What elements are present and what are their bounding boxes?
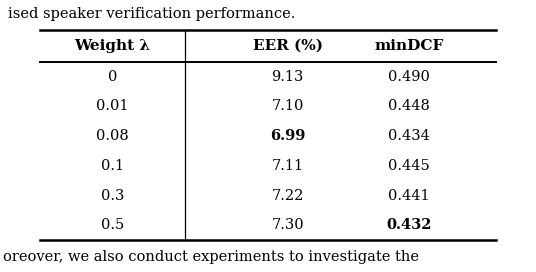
Text: 6.99: 6.99 [270, 129, 306, 143]
Text: 0: 0 [108, 70, 117, 84]
Text: 7.10: 7.10 [271, 100, 304, 113]
Text: 0.432: 0.432 [386, 218, 431, 232]
Text: 7.30: 7.30 [271, 218, 304, 232]
Text: 0.490: 0.490 [388, 70, 430, 84]
Text: 9.13: 9.13 [271, 70, 304, 84]
Text: 0.08: 0.08 [96, 129, 129, 143]
Text: 0.3: 0.3 [101, 188, 124, 202]
Text: 7.22: 7.22 [271, 188, 304, 202]
Text: 0.448: 0.448 [388, 100, 430, 113]
Text: 0.434: 0.434 [388, 129, 430, 143]
Text: 0.445: 0.445 [388, 159, 430, 173]
Text: 0.1: 0.1 [101, 159, 124, 173]
Text: Weight λ: Weight λ [75, 39, 151, 53]
Text: oreover, we also conduct experiments to investigate the: oreover, we also conduct experiments to … [3, 250, 419, 264]
Text: EER (%): EER (%) [252, 39, 323, 53]
Text: 0.441: 0.441 [388, 188, 430, 202]
Text: 0.5: 0.5 [101, 218, 124, 232]
Text: 7.11: 7.11 [272, 159, 304, 173]
Text: minDCF: minDCF [374, 39, 444, 53]
Text: 0.01: 0.01 [96, 100, 129, 113]
Text: ised speaker verification performance.: ised speaker verification performance. [8, 7, 295, 21]
